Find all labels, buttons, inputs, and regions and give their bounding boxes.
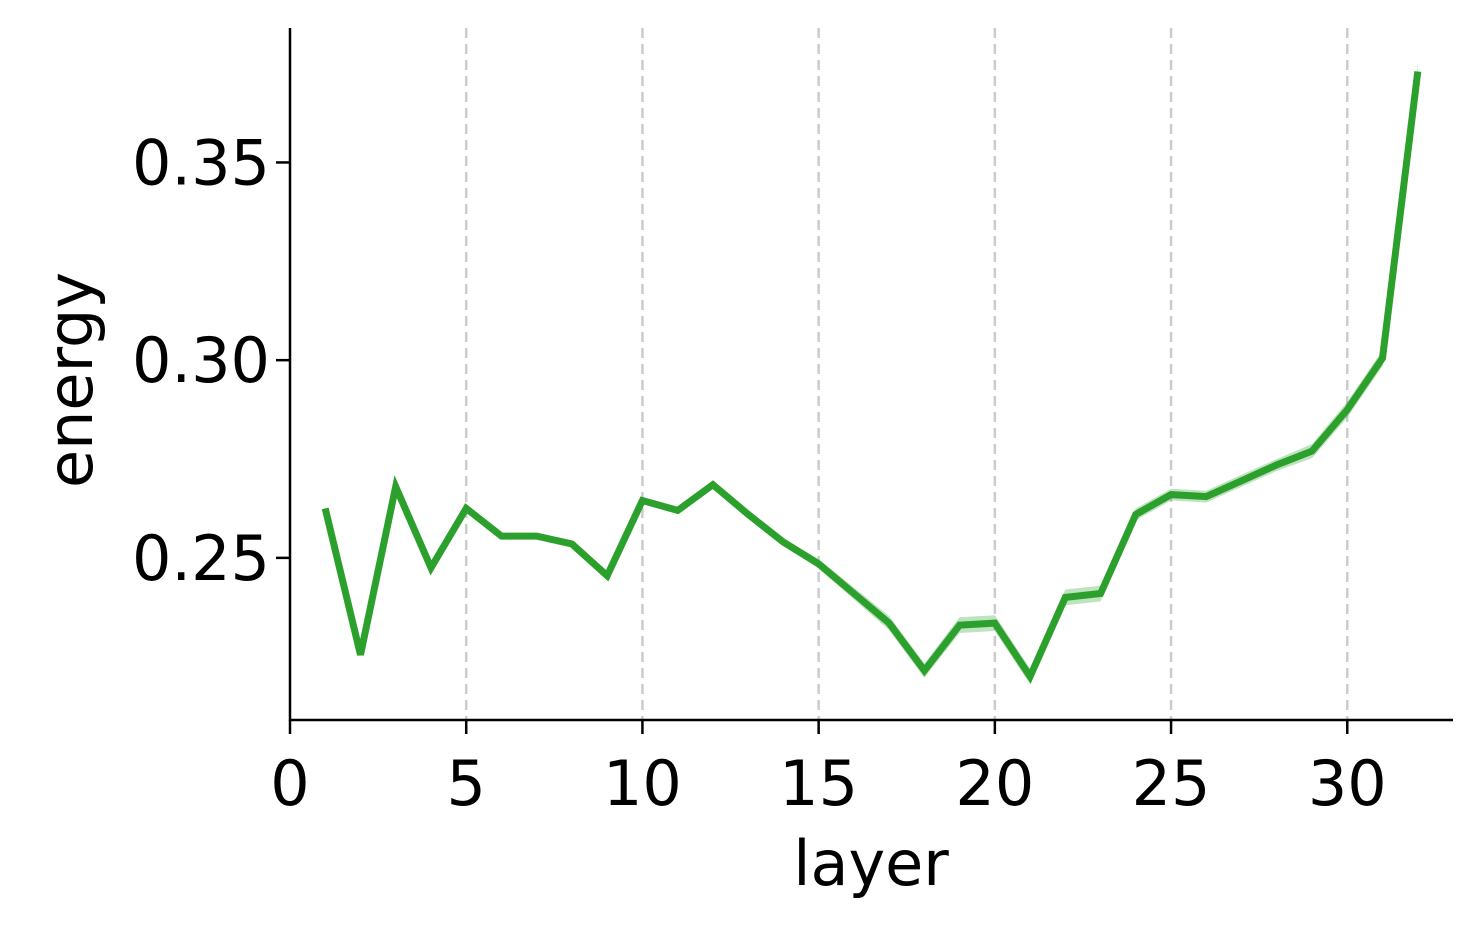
data-point-layer-14 <box>780 539 786 545</box>
data-point-layer-20 <box>992 620 998 626</box>
data-point-layer-25 <box>1168 492 1174 498</box>
y-axis-ticks: 0.25 0.30 0.35 <box>132 126 290 595</box>
data-point-layer-11 <box>675 507 681 513</box>
data-point-layer-8 <box>569 541 575 547</box>
data-point-layer-22 <box>1062 594 1068 600</box>
data-point-layer-9 <box>604 573 610 579</box>
series-line <box>321 68 1422 684</box>
data-point-layer-15 <box>816 561 822 567</box>
x-tick-label-0: 0 <box>270 747 309 820</box>
x-axis-label: layer <box>793 827 949 900</box>
data-point-layer-7 <box>534 533 540 539</box>
data-point-layer-4 <box>428 565 434 571</box>
data-point-layer-30 <box>1344 407 1350 413</box>
y-tick-label-0: 0.25 <box>132 522 270 595</box>
data-point-layer-13 <box>745 511 751 517</box>
data-point-layer-16 <box>851 590 857 596</box>
data-point-layer-19 <box>957 622 963 628</box>
data-point-layer-31 <box>1380 355 1386 361</box>
data-point-layer-2 <box>357 652 363 658</box>
data-point-layer-26 <box>1203 494 1209 500</box>
grid-lines <box>464 28 1349 720</box>
confidence-band <box>325 63 1418 685</box>
data-point-layer-6 <box>498 533 504 539</box>
x-tick-label-10: 10 <box>603 747 682 820</box>
data-point-layer-29 <box>1309 448 1315 454</box>
y-tick-label-1: 0.30 <box>132 324 270 397</box>
x-tick-label-25: 25 <box>1132 747 1211 820</box>
x-tick-label-15: 15 <box>779 747 858 820</box>
x-tick-label-5: 5 <box>446 747 485 820</box>
axes <box>288 28 1453 722</box>
data-point-layer-3 <box>393 484 399 490</box>
data-point-layer-10 <box>639 498 645 504</box>
data-point-layer-32 <box>1415 68 1421 74</box>
data-point-layer-21 <box>1027 674 1033 680</box>
data-point-layer-18 <box>921 668 927 674</box>
series-0-line <box>321 71 1422 684</box>
series-0-band <box>325 63 1418 685</box>
data-point-layer-24 <box>1133 511 1139 517</box>
data-point-layer-12 <box>710 482 716 488</box>
y-axis-label: energy <box>34 272 107 488</box>
data-point-layer-5 <box>463 505 469 511</box>
data-point-layer-27 <box>1239 478 1245 484</box>
y-tick-label-2: 0.35 <box>132 126 270 199</box>
x-tick-label-30: 30 <box>1308 747 1387 820</box>
data-point-layer-28 <box>1274 462 1280 468</box>
data-point-layer-23 <box>1098 590 1104 596</box>
x-axis-ticks: 0 5 10 15 20 25 30 <box>270 720 1387 820</box>
data-point-layer-1 <box>322 505 328 511</box>
x-tick-label-20: 20 <box>955 747 1034 820</box>
data-point-layer-17 <box>886 620 892 626</box>
